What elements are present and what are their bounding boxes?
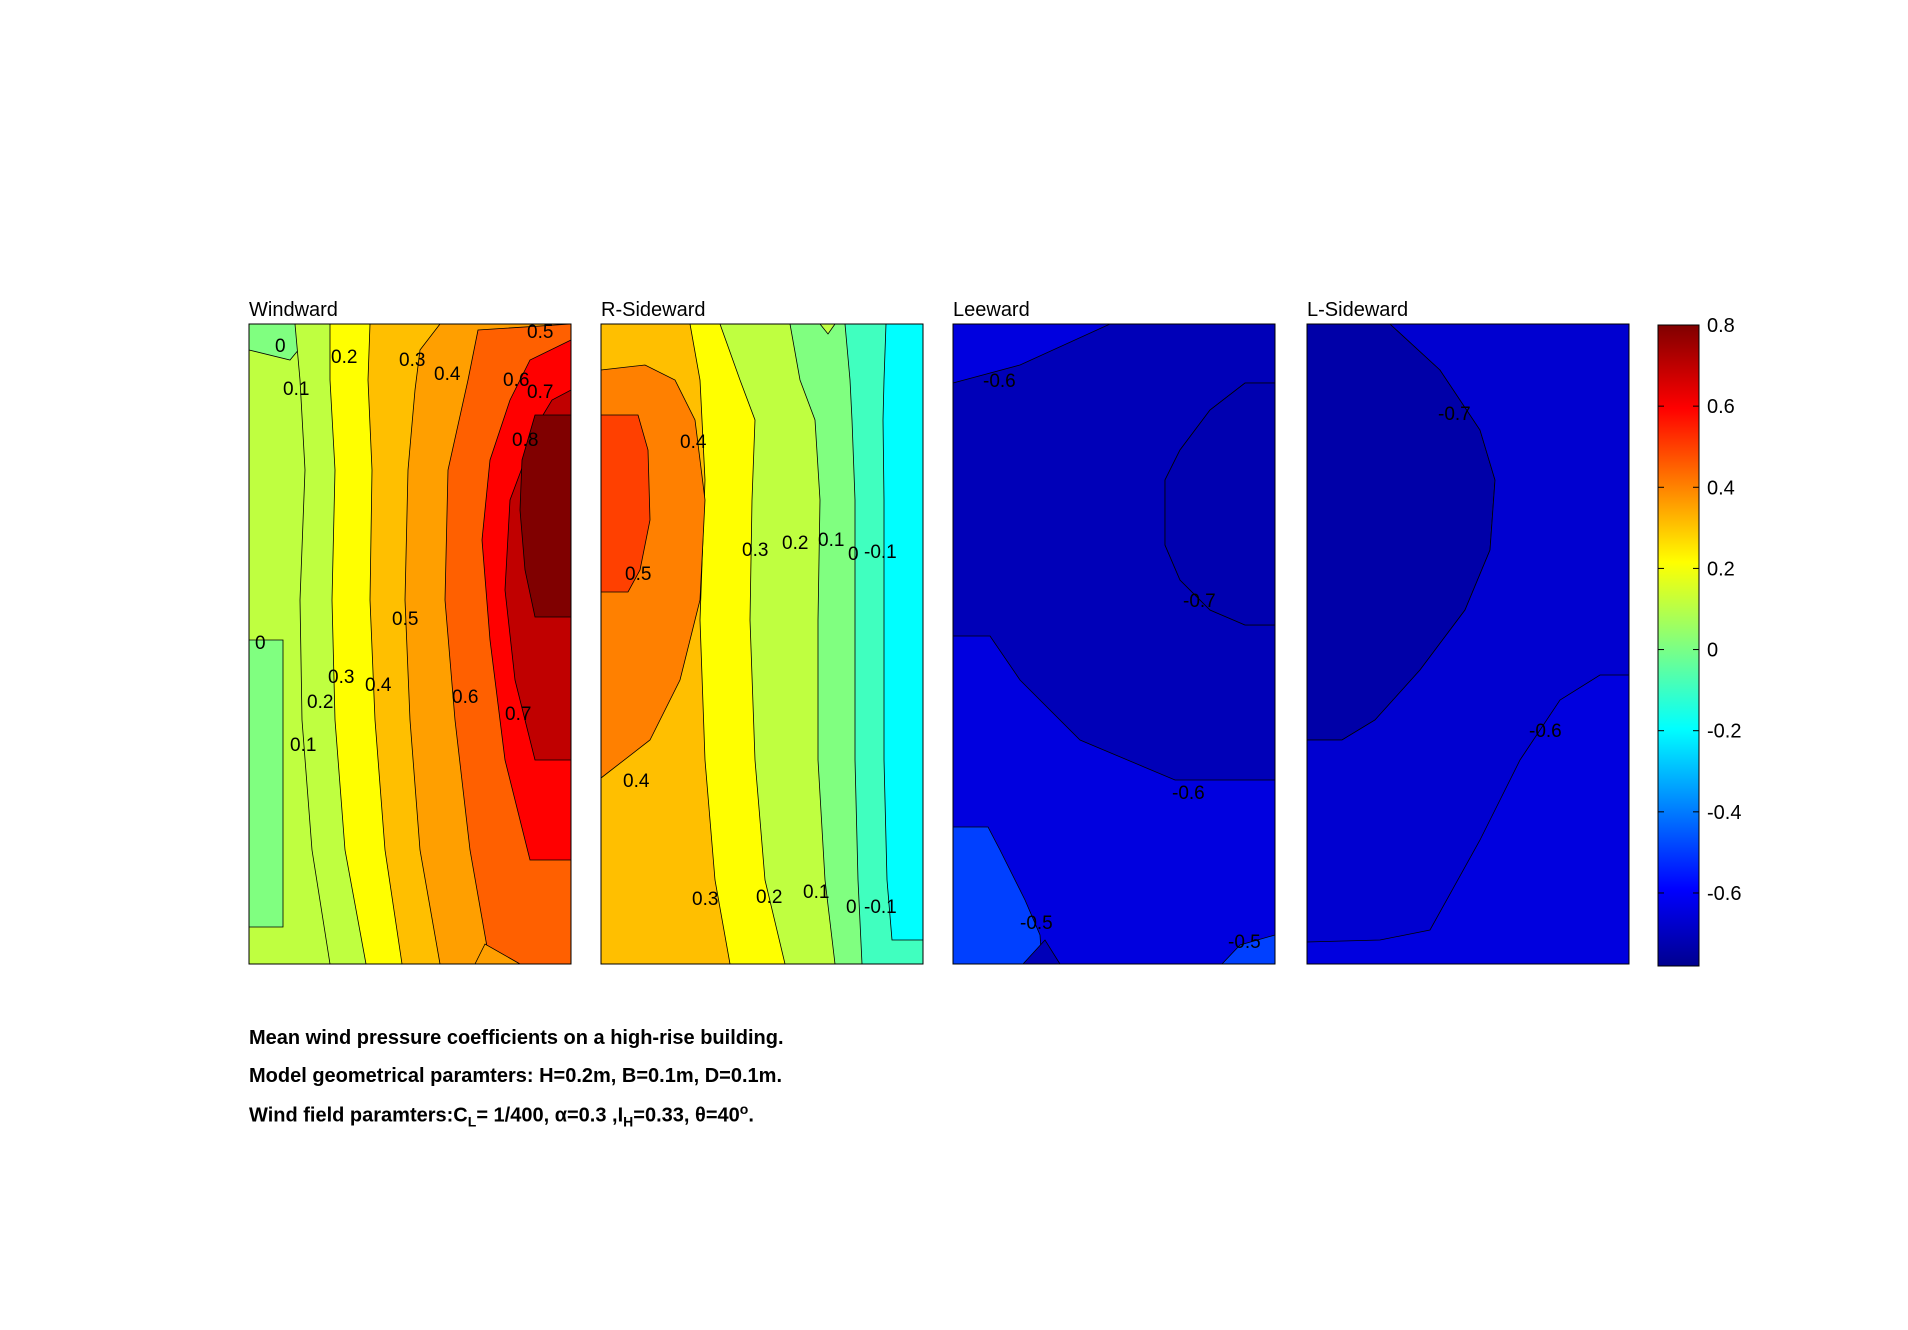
colorbar-ticks: 0.8 0.6 0.4 0.2 0 -0.2 -0.4 -0.6 xyxy=(1658,315,1741,905)
rside-label: 0.4 xyxy=(623,771,650,792)
windward-label: 0.4 xyxy=(434,364,461,385)
leeward-frame xyxy=(952,323,1276,965)
windward-label: 0.1 xyxy=(290,735,316,756)
caption-line-3-sub-h: H xyxy=(623,1113,634,1130)
rside-label: 0.2 xyxy=(782,533,808,554)
caption-line-3-part-c: =0.33, θ=40 xyxy=(633,1104,740,1127)
l-sideward-contour-plot xyxy=(1306,323,1630,965)
panel-title-r-sideward: R-Sideward xyxy=(601,299,705,321)
rside-label: 0.5 xyxy=(625,564,651,585)
windward-label: 0.5 xyxy=(392,609,418,630)
caption-line-2: Model geometrical paramters: H=0.2m, B=0… xyxy=(249,1065,782,1087)
windward-label: 0 xyxy=(275,336,286,357)
colorbar-tick-label: -0.6 xyxy=(1707,883,1741,905)
colorbar-tick-label: 0.4 xyxy=(1707,477,1735,499)
windward-label: 0.3 xyxy=(399,350,425,371)
windward-label: 0.6 xyxy=(452,687,478,708)
rside-label: 0.3 xyxy=(692,889,718,910)
lside-label: -0.6 xyxy=(1529,721,1562,742)
leeward-label: -0.7 xyxy=(1183,591,1216,612)
rside-band-m01 xyxy=(882,323,924,941)
rside-label: -0.1 xyxy=(864,542,897,563)
windward-label: 0.7 xyxy=(505,704,531,725)
colorbar: 0.8 0.6 0.4 0.2 0 -0.2 -0.4 -0.6 xyxy=(1657,315,1741,967)
colorbar-tick-label: -0.2 xyxy=(1707,721,1741,743)
caption-line-3-sup-o: o xyxy=(739,1101,749,1117)
caption-line-3-sub-l: L xyxy=(467,1113,477,1130)
rside-label: 0.1 xyxy=(818,530,844,551)
windward-label: 0.5 xyxy=(527,322,553,343)
colorbar-tick-label: 0.8 xyxy=(1707,315,1735,337)
lside-frame xyxy=(1306,323,1630,965)
r-sideward-contour-plot xyxy=(600,323,924,965)
colorbar-tick-label: -0.4 xyxy=(1707,802,1741,824)
l-sideward-contour-labels: -0.7 -0.6 xyxy=(1438,404,1562,742)
panel-title-leeward: Leeward xyxy=(953,299,1030,321)
caption-line-1: Mean wind pressure coefficients on a hig… xyxy=(249,1027,784,1049)
rside-label: 0.4 xyxy=(680,432,707,453)
windward-label: 0.4 xyxy=(365,675,392,696)
leeward-contour-plot xyxy=(952,323,1276,965)
rside-label: -0.1 xyxy=(864,897,897,918)
panel-title-windward: Windward xyxy=(249,299,338,321)
windward-label: 0.3 xyxy=(328,667,354,688)
colorbar-tick-label: 0.2 xyxy=(1707,558,1735,580)
colorbar-gradient xyxy=(1657,324,1700,967)
rside-label: 0.2 xyxy=(756,887,782,908)
rside-frame xyxy=(600,323,924,965)
leeward-label: -0.5 xyxy=(1020,913,1053,934)
colorbar-tick-label: 0 xyxy=(1707,640,1718,662)
rside-label: 0.3 xyxy=(742,540,768,561)
rside-label: 0.1 xyxy=(803,882,829,903)
leeward-label: -0.6 xyxy=(983,371,1016,392)
lside-label: -0.7 xyxy=(1438,404,1471,425)
windward-label: 0.8 xyxy=(512,430,538,451)
r-sideward-contour-labels: 0.4 0.5 0.3 0.2 0.1 0 -0.1 0.4 0.3 0.2 0… xyxy=(623,432,897,918)
windward-zero-left-lower xyxy=(248,639,284,928)
windward-label: 0.1 xyxy=(283,379,309,400)
windward-label: 0.2 xyxy=(331,347,357,368)
caption-line-3: Wind field paramters:CL= 1/400, α=0.3 ,I… xyxy=(249,1101,754,1130)
leeward-contour-labels: -0.6 -0.7 -0.6 -0.5 -0.5 xyxy=(983,371,1261,953)
colorbar-tick-label: 0.6 xyxy=(1707,396,1735,418)
caption-line-3-part-a: Wind field paramters:C xyxy=(249,1104,468,1127)
panel-title-l-sideward: L-Sideward xyxy=(1307,299,1408,321)
leeward-label: -0.5 xyxy=(1228,932,1261,953)
windward-contour-labels: 0 0.1 0.2 0.3 0.4 0.5 0.6 0.7 0.8 0 0.1 … xyxy=(255,322,553,756)
caption-line-3-part-d: . xyxy=(748,1104,754,1127)
rside-band-05 xyxy=(600,414,651,593)
windward-contour-plot xyxy=(248,323,572,965)
windward-frame xyxy=(248,323,572,965)
windward-label: 0 xyxy=(255,633,266,654)
windward-label: 0.6 xyxy=(503,370,529,391)
rside-label: 0 xyxy=(848,544,859,565)
rside-label: 0 xyxy=(846,897,857,918)
windward-label: 0.2 xyxy=(307,692,333,713)
leeward-label: -0.6 xyxy=(1172,783,1205,804)
windward-label: 0.7 xyxy=(527,382,553,403)
caption-line-3-part-b: = 1/400, α=0.3 ,I xyxy=(476,1104,624,1127)
